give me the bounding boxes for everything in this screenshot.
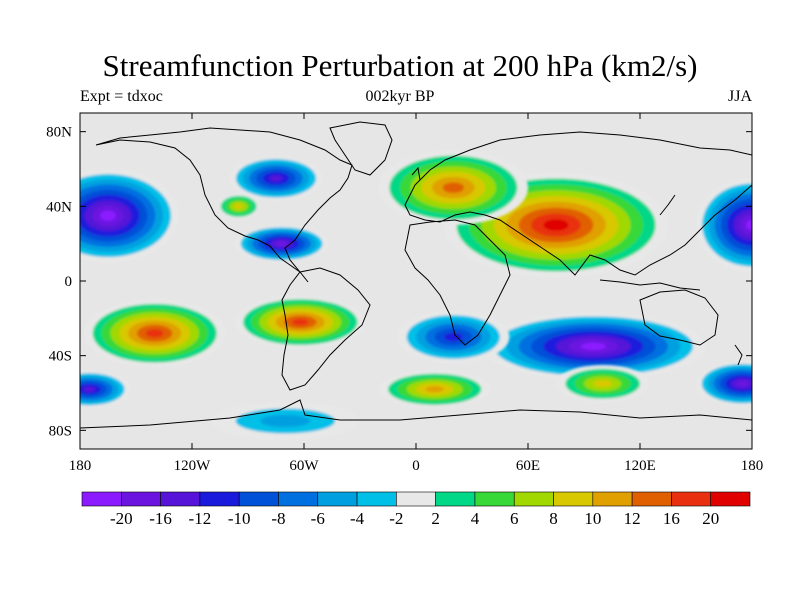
colorbar: -20 -16 -12 -10 -8 -6 -4 -2 2 4 6 8 10 12 16 20 — [81, 491, 751, 528]
contour-antarctic-peninsula-low — [210, 402, 360, 440]
colorbar-label: -20 — [110, 509, 133, 528]
contour-level — [292, 318, 309, 326]
colorbar-label: 4 — [471, 509, 480, 528]
colorbar-swatch — [199, 491, 240, 507]
contour-dateline-north-low — [696, 178, 752, 272]
colorbar-swatch — [592, 491, 633, 507]
y-tick-label: 40S — [49, 349, 72, 365]
colorbar-label: -16 — [149, 509, 172, 528]
y-tick-label: 0 — [65, 274, 73, 290]
coastlines — [80, 121, 752, 429]
colorbar-label: -12 — [189, 509, 212, 528]
contour-west-atlantic-high — [216, 193, 262, 220]
contour-level — [260, 414, 311, 428]
contour-level — [269, 175, 283, 182]
coastline-new-zealand — [734, 344, 743, 366]
time-label: 002kyr BP — [365, 88, 435, 105]
contour-level — [234, 203, 244, 210]
colorbar-swatch — [631, 491, 672, 507]
colorbar-label: 2 — [431, 509, 440, 528]
contour-level — [580, 342, 606, 351]
colorbar-swatch — [238, 491, 279, 507]
experiment-label: Expt = tdxoc — [80, 88, 163, 105]
contour-level — [425, 386, 444, 393]
x-tick-label: 0 — [412, 458, 420, 474]
colorbar-label: 16 — [663, 509, 680, 528]
coastline-uk — [411, 166, 421, 181]
colorbar-swatch — [435, 491, 476, 507]
contour-north-pacific-low — [80, 169, 179, 263]
colorbar-label: -8 — [271, 509, 285, 528]
x-tick-label: 60W — [289, 458, 319, 474]
contour-south-america-high — [234, 295, 366, 349]
x-tick-label: 60E — [516, 458, 540, 474]
x-tick-label: 120E — [624, 458, 656, 474]
x-tick-label: 180 — [69, 458, 92, 474]
colorbar-swatch — [553, 491, 594, 507]
contour-level — [745, 219, 752, 231]
colorbar-swatch — [317, 491, 358, 507]
colorbar-swatch — [671, 491, 712, 507]
contour-level — [543, 219, 569, 231]
contour-level — [275, 240, 288, 247]
y-tick-label: 80N — [46, 125, 72, 141]
colorbar-swatch — [710, 491, 751, 507]
season-label: JJA — [727, 88, 752, 105]
colorbar-label: -2 — [389, 509, 403, 528]
contour-level — [145, 329, 164, 338]
colorbar-label: -4 — [350, 509, 365, 528]
coastline-australia — [639, 289, 719, 346]
coastline-north-america — [95, 127, 353, 283]
coastline-africa — [404, 219, 511, 346]
colorbar-swatch — [474, 491, 515, 507]
colorbar-swatch — [81, 491, 122, 507]
coastline-south-america — [281, 267, 371, 391]
x-tick-label: 180 — [741, 458, 764, 474]
contour-south-atlantic-low — [397, 310, 510, 364]
axis-ticks: 180 120W 60W 0 60E 120E 180 80N 40N 0 40S 80S — [46, 113, 763, 474]
x-tick-label: 120W — [174, 458, 212, 474]
contour-level — [736, 380, 749, 387]
contour-level — [444, 332, 463, 342]
colorbar-label: -6 — [311, 509, 325, 528]
coastline-antarctica — [80, 399, 752, 429]
contour-europe-high — [378, 150, 528, 225]
coastline-eurasia — [404, 131, 752, 276]
coastline-greenland — [329, 121, 393, 176]
contour-atlantic-south-high — [378, 370, 491, 408]
contour-hudson-low — [229, 155, 323, 201]
contour-level — [593, 379, 613, 388]
coastline-indonesia — [599, 279, 701, 291]
contour-far-west-south-low — [80, 370, 131, 408]
contour-caribbean-low — [234, 225, 329, 263]
contour-south-dateline-low — [696, 361, 752, 407]
colorbar-swatch — [396, 491, 436, 507]
contour-south-pacific-high — [83, 299, 226, 367]
colorbar-label: 8 — [549, 509, 558, 528]
contour-level — [100, 210, 116, 221]
colorbar-swatch — [513, 491, 554, 507]
streamfunction-field — [80, 150, 752, 440]
colorbar-swatch — [160, 491, 201, 507]
page-title: Streamfunction Perturbation at 200 hPa (… — [102, 48, 698, 83]
contour-level — [442, 182, 465, 194]
colorbar-label: 6 — [510, 509, 519, 528]
colorbar-label: 12 — [624, 509, 641, 528]
colorbar-label: 20 — [702, 509, 719, 528]
colorbar-label: 10 — [584, 509, 601, 528]
colorbar-swatch — [120, 491, 161, 507]
colorbar-swatch — [356, 491, 397, 507]
colorbar-label: -10 — [228, 509, 251, 528]
contour-level — [83, 386, 96, 393]
y-tick-label: 40N — [46, 199, 72, 215]
colorbar-swatch — [278, 491, 319, 507]
contour-indian-south-high — [556, 365, 650, 403]
contour-indian-ocean-low — [481, 312, 706, 380]
coastline-japan — [659, 194, 676, 216]
y-tick-label: 80S — [49, 423, 72, 439]
